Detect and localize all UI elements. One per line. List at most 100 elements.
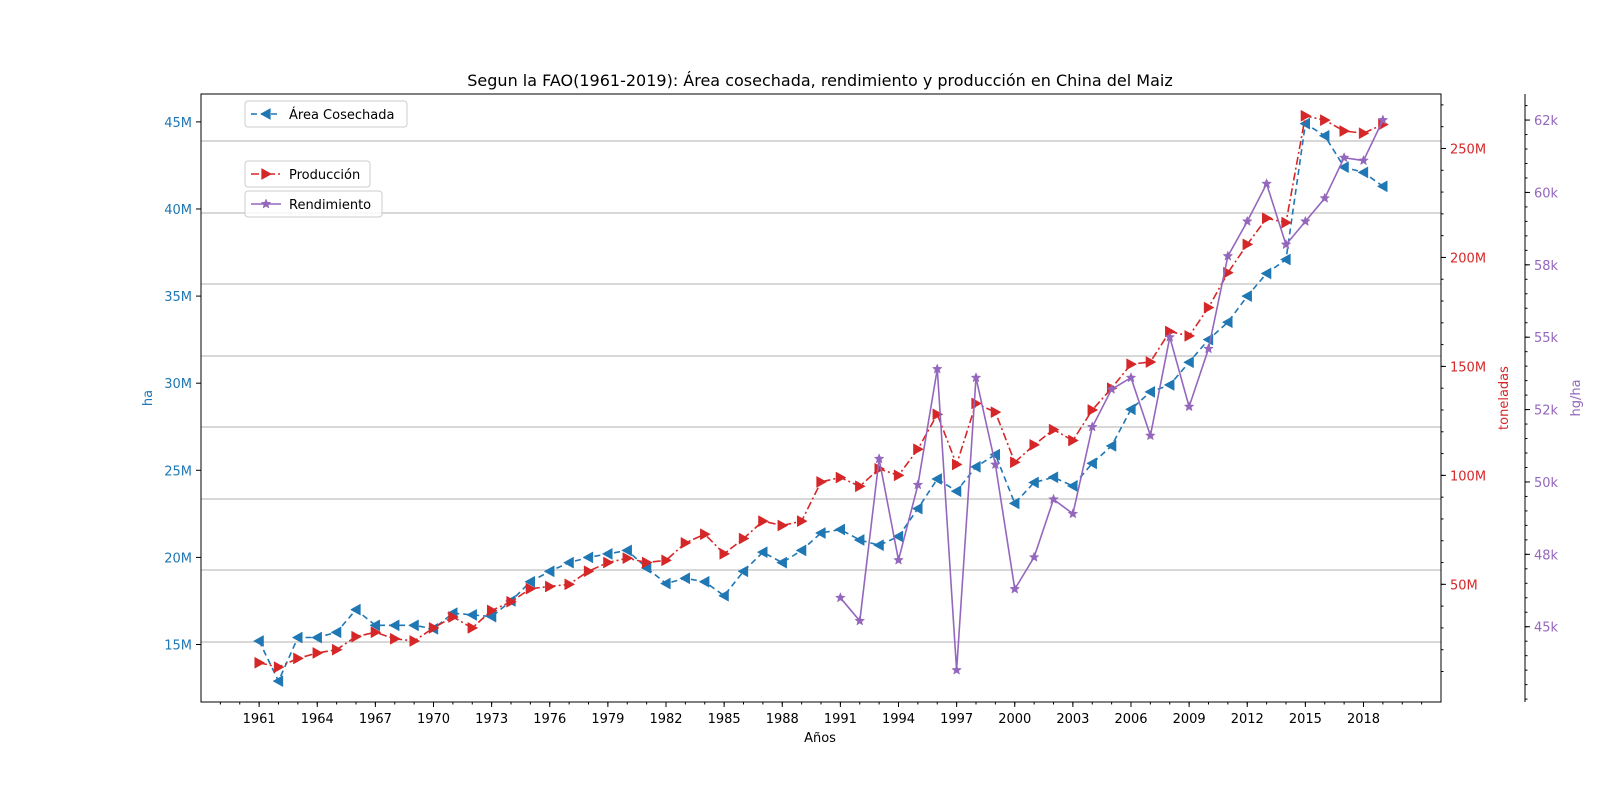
data-point [428,621,440,634]
y-left-tick-label: 40M [164,203,192,218]
y-far-right-tick-label: 48k [1534,548,1559,563]
data-point [853,534,865,546]
data-point [1008,497,1020,510]
data-point [1184,329,1196,342]
x-tick-label: 1973 [475,712,508,727]
y-right-tick-label: 150M [1450,360,1486,375]
y-right-tick-label: 100M [1450,469,1486,484]
y-right-axis: 50M 100M 150M 200M 250M [1441,104,1486,672]
data-point [1087,404,1099,416]
data-point [893,554,904,565]
y-right-axis-label: toneladas [1497,366,1512,430]
x-tick-label: 2003 [1056,712,1089,727]
data-point [913,443,924,456]
data-point [293,652,304,665]
data-point [1048,423,1060,436]
y-right-tick-label: 250M [1450,142,1486,157]
series-layer [253,109,1389,688]
legend-marker [261,168,273,180]
data-point [1068,434,1079,447]
data-point [1066,480,1078,492]
data-point [349,603,361,616]
data-point [990,406,1002,419]
data-point [680,536,692,549]
data-point [989,458,1001,470]
data-point [776,556,787,569]
data-point [659,577,671,590]
data-point [351,630,363,643]
data-point [777,519,789,532]
data-point [932,408,944,421]
data-point [466,608,477,621]
legend-box [244,100,408,128]
data-point [1261,178,1273,189]
x-tick-label: 1982 [649,712,682,727]
y-far-right-tick-label: 60k [1534,186,1559,201]
data-point [1223,266,1234,279]
y-left-axis: 15M 20M 25M 30M 35M 40M 45M [164,116,201,654]
data-point [330,626,342,639]
x-axis: 1961 1964 1967 1970 1973 1976 1979 1982 1985 1988… [219,702,1423,727]
data-point [873,539,884,552]
x-tick-label: 1994 [882,712,915,727]
data-point [370,626,382,639]
data-point [951,664,963,675]
data-point [1377,114,1389,125]
data-point [1358,127,1370,140]
data-point [311,631,322,644]
data-point [931,473,942,485]
data-point [970,372,982,383]
series-rea-cosechada [253,117,1388,688]
y-far-right-axis-label: hg/ha [1569,379,1584,416]
series-line [258,114,1384,668]
x-tick-label: 2015 [1289,712,1322,727]
data-point [1203,343,1214,354]
data-point [254,656,266,669]
data-point [272,675,284,688]
data-point [950,485,962,498]
data-point [816,475,828,488]
legend-marker [260,198,272,209]
data-point [1106,383,1118,394]
data-point [796,515,808,528]
data-point [1241,290,1252,303]
series-line [258,122,1384,683]
y-right-tick-label: 200M [1450,251,1486,266]
data-point [758,515,769,528]
data-point [971,397,983,410]
legend-box [244,190,383,218]
data-point [1221,316,1233,329]
data-point [1086,421,1098,432]
data-point [1047,471,1059,484]
data-point [1280,238,1292,250]
data-point [892,530,904,543]
y-left-tick-label: 30M [164,377,192,392]
data-point [1376,180,1388,193]
data-point [524,575,536,588]
data-point [467,621,479,634]
data-point [718,589,729,602]
data-point [409,635,421,647]
x-tick-label: 1991 [824,712,857,727]
y-right-tick-label: 50M [1450,578,1478,593]
data-point [873,453,885,464]
data-point [1222,250,1234,261]
data-point [1048,493,1059,504]
data-point [486,604,498,617]
series-line [839,119,1384,671]
x-tick-label: 1967 [359,712,392,727]
data-point [1338,152,1350,163]
data-point [738,532,750,545]
data-point [583,565,595,578]
data-point [448,611,459,623]
data-point [1299,215,1311,226]
data-point [661,554,673,567]
data-point [312,647,324,659]
data-point [408,619,419,632]
data-point [737,565,749,578]
data-point [1126,358,1138,371]
data-point [795,544,807,557]
data-point [369,619,381,632]
series-rendimiento [834,114,1389,675]
chart-title: Segun la FAO(1961-2019): Área cosechada,… [467,71,1172,90]
